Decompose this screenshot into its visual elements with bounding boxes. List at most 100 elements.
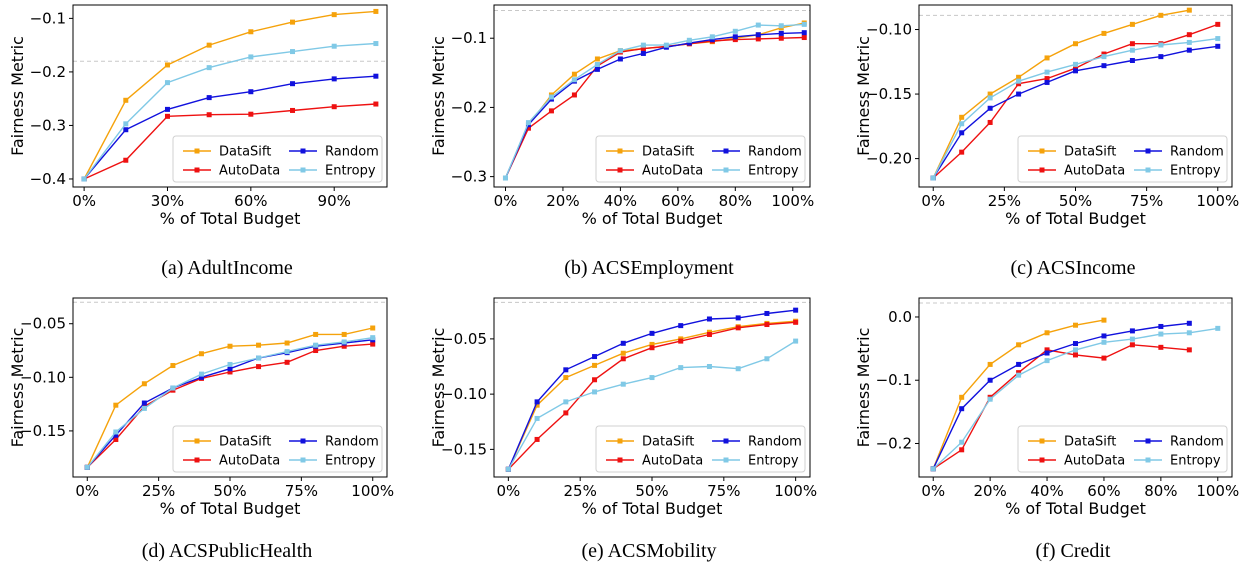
- data-point: [1044, 69, 1050, 75]
- x-tick-label: 25%: [988, 192, 1021, 210]
- x-tick-label: 80%: [1144, 482, 1177, 500]
- legend-label: Entropy: [325, 454, 376, 469]
- legend-marker: [300, 148, 306, 154]
- data-point: [706, 364, 712, 370]
- data-point: [709, 37, 715, 43]
- legend-marker: [723, 167, 729, 173]
- data-point: [987, 119, 993, 125]
- legend-box: [172, 135, 383, 183]
- data-point: [735, 325, 741, 331]
- data-point: [373, 73, 379, 79]
- legend-marker: [1039, 148, 1045, 154]
- data-point: [959, 439, 965, 445]
- data-point: [649, 330, 655, 336]
- data-point: [164, 106, 170, 112]
- data-point: [594, 56, 600, 62]
- data-point: [1044, 79, 1050, 85]
- data-point: [764, 356, 770, 362]
- data-point: [284, 340, 290, 346]
- data-point: [284, 349, 290, 355]
- data-point: [1073, 68, 1078, 74]
- x-tick-label: 100%: [774, 482, 817, 500]
- data-point: [290, 49, 296, 55]
- data-point: [525, 120, 531, 126]
- y-tick-label: −0.05: [441, 330, 487, 348]
- data-point: [198, 371, 204, 377]
- data-point: [1129, 58, 1135, 64]
- data-point: [706, 331, 712, 337]
- data-point: [505, 466, 511, 472]
- x-tick-label: 0%: [72, 192, 96, 210]
- data-point: [123, 97, 129, 103]
- data-point: [1101, 317, 1107, 323]
- data-point: [686, 40, 692, 46]
- legend-label: AutoData: [642, 164, 703, 179]
- data-point: [735, 366, 741, 372]
- x-tick-label: 50%: [213, 482, 246, 500]
- legend-label: AutoData: [219, 164, 280, 179]
- data-point: [373, 101, 379, 107]
- x-tick-label: 40%: [1030, 482, 1063, 500]
- x-tick-label: 100%: [1196, 482, 1239, 500]
- legend-marker: [194, 148, 200, 154]
- data-point: [959, 394, 965, 400]
- legend-marker: [1145, 167, 1151, 173]
- data-point: [649, 345, 655, 351]
- data-point: [227, 366, 233, 372]
- y-tick-label: −0.1: [451, 29, 487, 47]
- data-point: [1129, 41, 1135, 47]
- data-point: [649, 375, 655, 381]
- series-line-entropy: [504, 23, 805, 179]
- data-point: [534, 436, 540, 442]
- data-point: [331, 104, 337, 110]
- y-axis-label: Fairness Metric: [429, 328, 448, 448]
- x-tick-label: 20%: [546, 192, 579, 210]
- legend-marker: [1039, 457, 1045, 463]
- legend-label: Entropy: [748, 164, 799, 179]
- legend-label: Random: [325, 145, 379, 160]
- data-point: [571, 77, 577, 83]
- data-point: [1129, 47, 1135, 53]
- data-point: [256, 355, 262, 361]
- x-tick-label: 100%: [1196, 192, 1239, 210]
- data-point: [793, 307, 799, 313]
- data-point: [755, 36, 761, 42]
- data-point: [987, 91, 993, 97]
- x-tick-label: 0%: [75, 482, 99, 500]
- legend-label: AutoData: [1064, 454, 1125, 469]
- data-point: [227, 361, 233, 367]
- data-point: [1073, 61, 1078, 67]
- x-tick-label: 30%: [151, 192, 184, 210]
- data-point: [1186, 330, 1192, 336]
- legend-marker: [723, 438, 729, 444]
- data-point: [959, 130, 965, 136]
- x-tick-label: 75%: [1130, 192, 1163, 210]
- series-line-random: [504, 32, 805, 179]
- data-point: [764, 322, 770, 328]
- data-point: [206, 42, 212, 48]
- x-axis-label: % of Total Budget: [1005, 209, 1146, 228]
- legend-marker: [617, 438, 623, 444]
- x-tick-label: 75%: [285, 482, 318, 500]
- data-point: [170, 363, 176, 369]
- axes-frame: [918, 297, 1233, 478]
- data-point: [987, 105, 993, 111]
- legend-marker: [617, 457, 623, 463]
- data-point: [534, 402, 540, 408]
- subfigure-caption: (a) AdultIncome: [161, 257, 293, 279]
- legend-label: DataSift: [219, 435, 271, 450]
- data-point: [290, 81, 296, 87]
- data-point: [755, 22, 761, 28]
- axes-frame: [493, 4, 811, 188]
- x-axis-label: % of Total Budget: [160, 209, 301, 228]
- data-point: [331, 12, 337, 18]
- legend-marker: [617, 167, 623, 173]
- data-point: [1044, 76, 1050, 82]
- y-tick-label: −0.20: [866, 150, 912, 168]
- legend-marker: [1145, 148, 1151, 154]
- data-point: [373, 41, 379, 47]
- data-point: [123, 127, 129, 133]
- legend-label: Entropy: [748, 454, 799, 469]
- data-point: [1158, 331, 1164, 337]
- y-tick-label: −0.05: [20, 315, 66, 333]
